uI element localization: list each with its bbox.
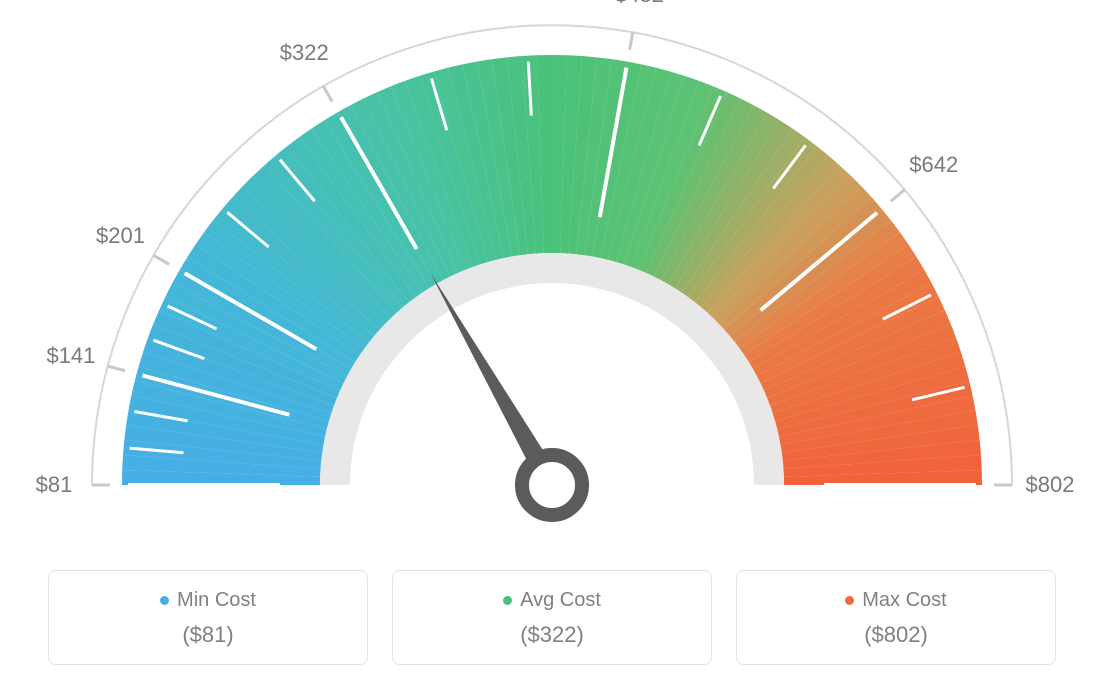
gauge-tick-label: $642 <box>909 152 958 178</box>
legend-title-avg: Avg Cost <box>503 589 601 612</box>
legend-title-min: Min Cost <box>160 589 256 612</box>
gauge-tick-label: $482 <box>615 0 664 8</box>
legend-value-avg: ($322) <box>393 622 711 648</box>
dot-icon <box>160 596 169 605</box>
legend-title-max: Max Cost <box>845 589 946 612</box>
dot-icon <box>503 596 512 605</box>
dot-icon <box>845 596 854 605</box>
legend-value-min: ($81) <box>49 622 367 648</box>
gauge-svg <box>0 0 1104 560</box>
gauge-chart: $81 $141 $201 $322 $482 $642 $802 <box>0 0 1104 560</box>
gauge-tick-label: $322 <box>280 40 329 66</box>
gauge-tick-label: $81 <box>36 472 73 498</box>
gauge-tick-label: $201 <box>96 223 145 249</box>
legend-card-avg: Avg Cost ($322) <box>392 570 712 665</box>
legend-label: Max Cost <box>862 589 946 612</box>
gauge-needle-hub <box>522 455 582 515</box>
gauge-tick-label: $141 <box>46 343 95 369</box>
legend-card-max: Max Cost ($802) <box>736 570 1056 665</box>
legend-label: Avg Cost <box>520 589 601 612</box>
gauge-tick-label: $802 <box>1026 472 1075 498</box>
legend-value-max: ($802) <box>737 622 1055 648</box>
legend-card-min: Min Cost ($81) <box>48 570 368 665</box>
legend-label: Min Cost <box>177 589 256 612</box>
legend-row: Min Cost ($81) Avg Cost ($322) Max Cost … <box>0 570 1104 665</box>
